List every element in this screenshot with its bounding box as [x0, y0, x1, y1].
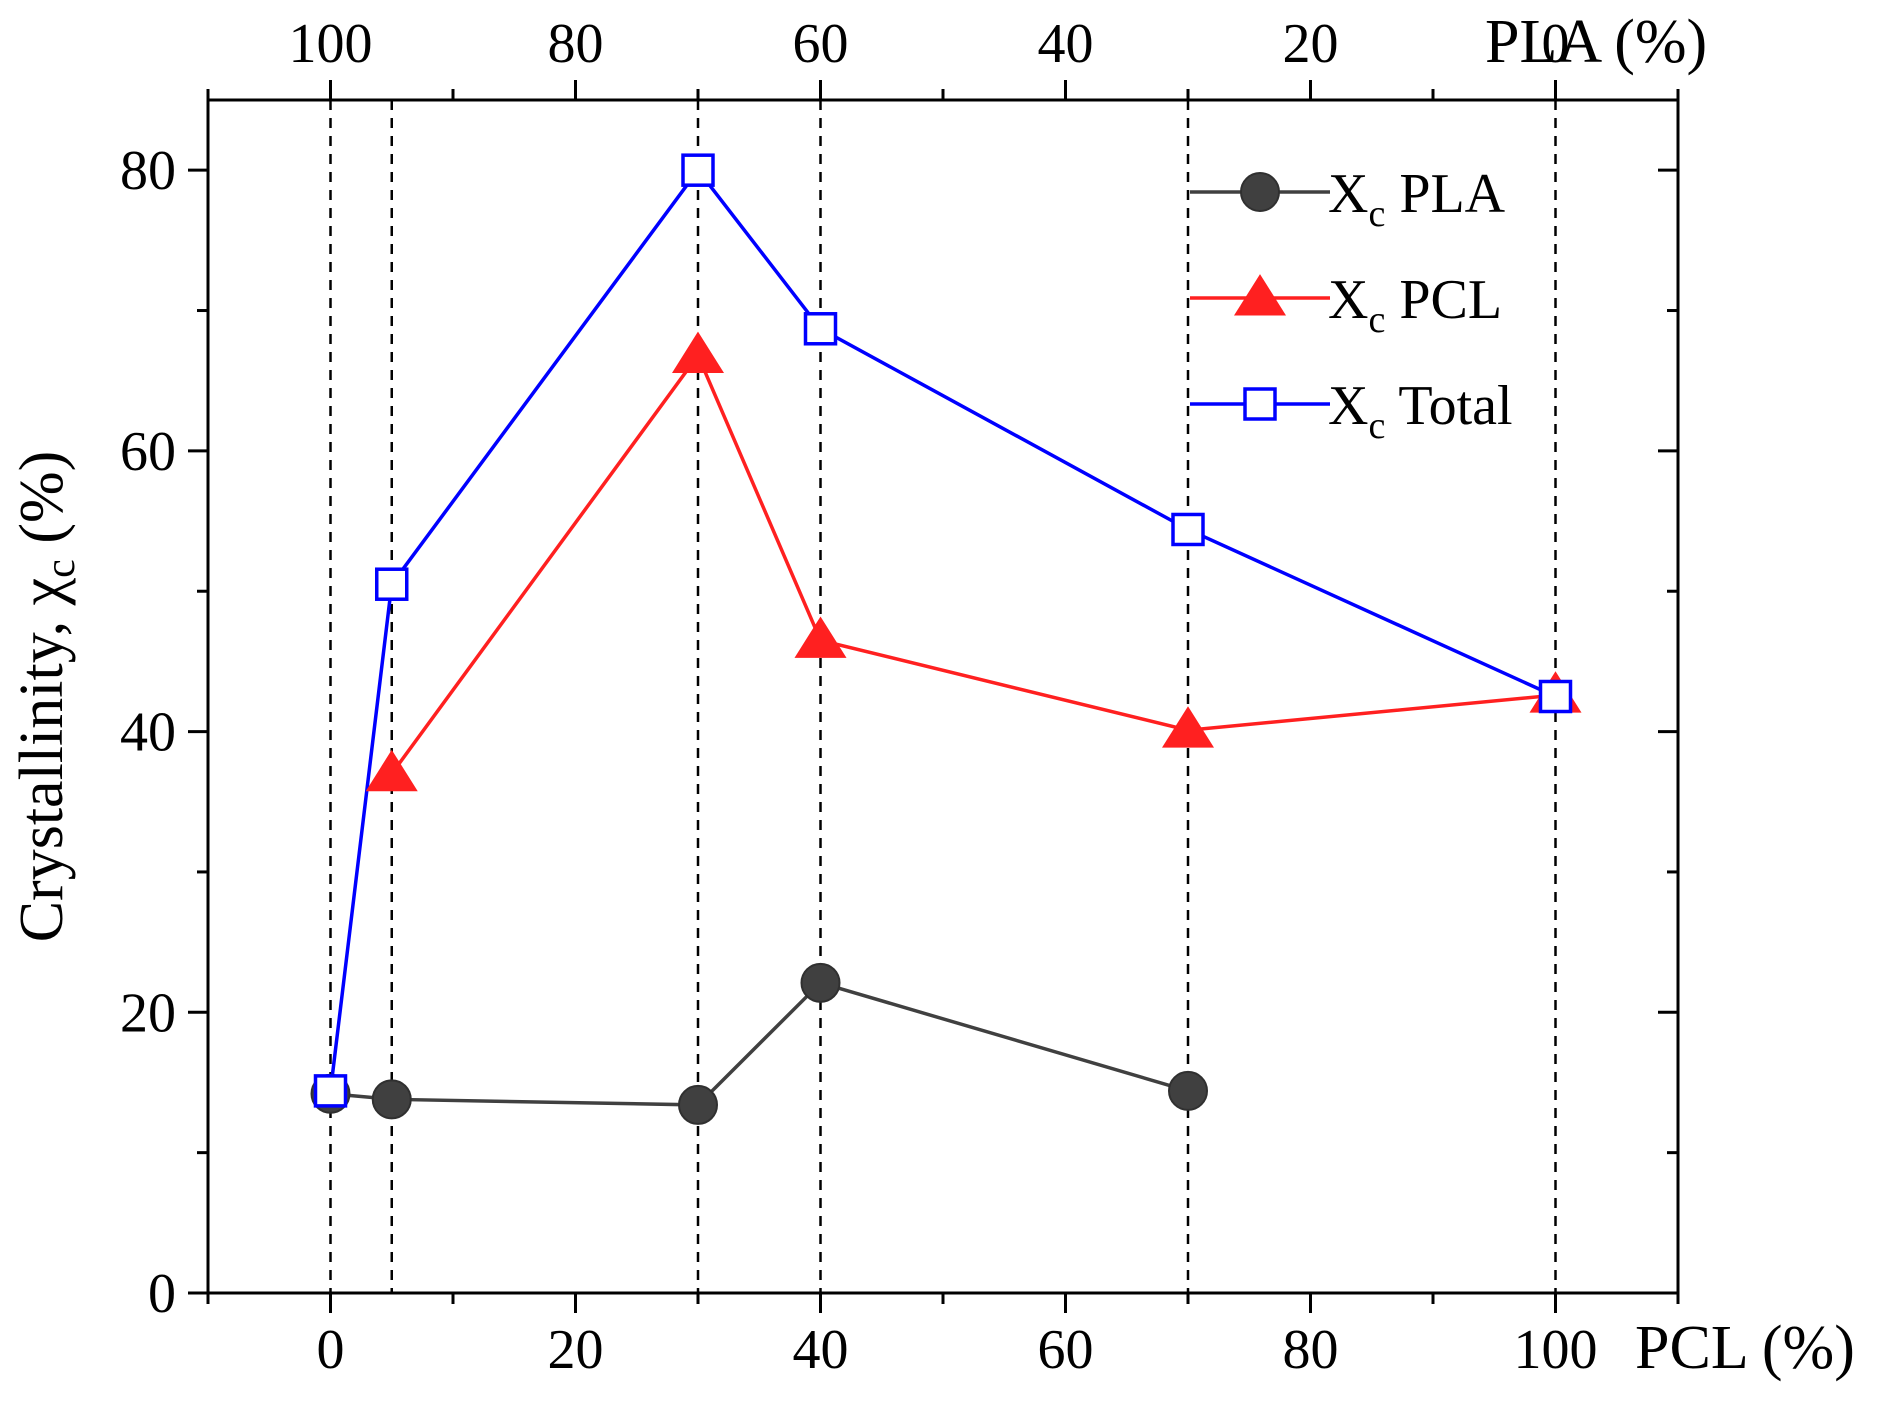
x-tick-label: 80 — [1283, 1319, 1339, 1381]
data-point-square — [313, 1074, 348, 1108]
y-tick-label: 80 — [120, 140, 176, 202]
axis-titles: PCL (%) PLA (%) Crystallinity, χc (%) — [8, 8, 1855, 1382]
data-point-triangle — [671, 331, 725, 373]
x2-tick-label: 80 — [548, 13, 604, 75]
legend-label: Xc PLA — [1328, 163, 1506, 235]
y-tick-label: 40 — [120, 702, 176, 764]
data-point-circle — [1240, 172, 1280, 212]
x2-tick-label: 100 — [289, 13, 373, 75]
data-point-triangle — [1233, 274, 1287, 316]
reference-lines — [329, 100, 1557, 1293]
data-point-square — [681, 153, 715, 187]
data-point-triangle — [1161, 706, 1215, 748]
data-point-square — [803, 312, 838, 346]
x-tick-label: 40 — [793, 1319, 849, 1381]
series-line — [330, 980, 1189, 1107]
data-point-circle — [1168, 1070, 1208, 1111]
data-point-square — [1538, 679, 1573, 714]
data-point-square — [375, 567, 409, 601]
x2-tick-label: 40 — [1038, 13, 1094, 75]
y-tick-label: 60 — [120, 421, 176, 483]
x2-axis-title: PLA (%) — [1485, 8, 1707, 76]
x-tick-label: 60 — [1038, 1319, 1094, 1381]
x-axis-title: PCL (%) — [1635, 1314, 1855, 1382]
x-tick-label: 0 — [317, 1319, 345, 1381]
data-point-circle — [371, 1079, 412, 1120]
tick-labels: 0 100 20 80 40 60 60 40 80 20 100 0 0 20 40 60 80 — [120, 13, 1598, 1381]
ticks — [188, 80, 1680, 1313]
x2-tick-label: 20 — [1283, 13, 1339, 75]
x2-tick-label: 0 — [1542, 13, 1570, 75]
series-markers — [310, 153, 1582, 1125]
y-tick-label: 0 — [148, 1263, 176, 1325]
data-point-circle — [800, 962, 841, 1003]
legend-label: Xc PCL — [1328, 269, 1502, 341]
x-tick-label: 100 — [1514, 1319, 1598, 1381]
data-point-square — [1171, 512, 1205, 547]
data-point-circle — [678, 1084, 718, 1125]
legend: Xc PLA Xc PCL Xc Total — [1190, 163, 1513, 447]
x-tick-label: 20 — [548, 1319, 604, 1381]
x2-tick-label: 60 — [793, 13, 849, 75]
y-tick-label: 20 — [120, 982, 176, 1044]
series-line — [328, 167, 1557, 1092]
data-point-square — [1243, 387, 1277, 421]
legend-label: Xc Total — [1328, 375, 1513, 447]
y-axis-title: Crystallinity, χc (%) — [8, 451, 84, 943]
data-point-triangle — [365, 749, 418, 792]
data-point-triangle — [794, 616, 847, 658]
